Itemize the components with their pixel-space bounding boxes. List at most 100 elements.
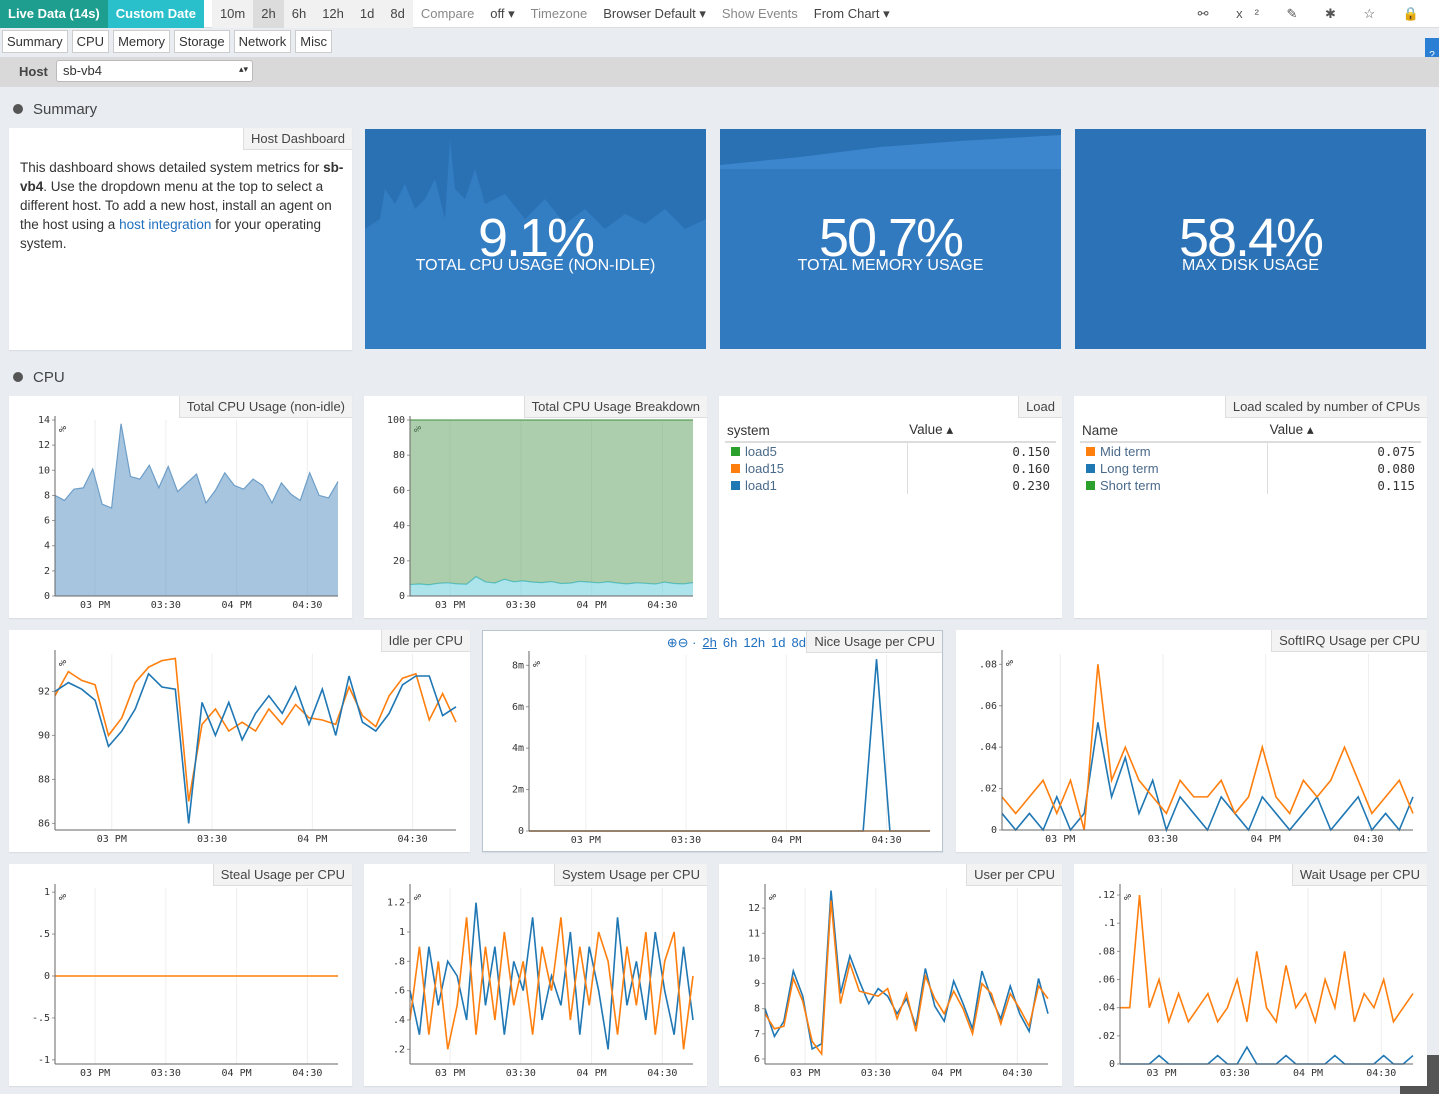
column-header[interactable]: Value ▴ [909,422,954,437]
tab[interactable]: Storage [174,30,230,53]
text: for your operating system. [20,217,321,251]
widget-title: Load [1018,396,1062,418]
y-tick-label: .1 [1103,918,1115,929]
column-header-text: Value [1269,422,1304,437]
chart-widget: Total CPU Usage Breakdown 03 PM 03:30 04 PM… [364,396,707,618]
x-tick-label: 03 PM [80,600,110,611]
zoom-icons[interactable]: ⊕⊖ · [666,635,697,650]
range-link[interactable]: 12h [743,635,766,650]
tool-icons[interactable]: ⚯ x² ✎ ✱ ☆ 🔒 [1197,5,1431,21]
y-tick-label: 0 [518,826,524,837]
series-line [54,657,457,802]
x-tick-label: 03:30 [151,600,181,611]
chart: 03 PM 03:30 04 PM 04:30 0 2m 4m 6m 8m% [512,651,930,846]
legend-swatch [731,481,740,490]
link[interactable]: host integration [119,217,212,232]
compare-off: off [490,5,505,21]
x-tick-label: 03 PM [790,1068,820,1079]
range[interactable]: 10m [211,0,254,28]
row-value: 0.230 [1012,478,1050,493]
y-tick-label: .08 [1097,946,1115,957]
range-link[interactable]: 2h [702,635,717,650]
tabs: Summary CPU Memory Storage Network Misc [0,30,332,53]
table-row: load15 0.160 [725,460,1056,477]
tab[interactable]: Network [233,30,292,53]
y-tick-label: 4 [44,541,50,552]
custom-date[interactable]: Custom Date [107,0,204,28]
range-link[interactable]: 1d [771,635,786,650]
section-header[interactable]: CPU [13,369,65,386]
widget-title: Nice Usage per CPU [806,631,942,653]
x-tick-label: 04 PM [1251,834,1281,845]
host-label: Host [19,64,48,79]
row-name: Mid term [1100,444,1151,459]
chart-widget: Total CPU Usage (non-idle) 03 PM 03:30 04 P… [9,396,352,618]
unit-label: % [58,426,69,432]
from-chart-text: From Chart [813,5,880,21]
live-data[interactable]: Live Data (14s) [0,0,108,28]
legend-swatch [731,447,740,456]
chart-widget: System Usage per CPU 03 PM 03:30 04 PM 04:30… [364,864,707,1086]
range-link[interactable]: 6h [722,635,738,650]
cell: load1 [725,477,908,494]
timezone-value[interactable]: Browser Default ▾ [603,5,706,21]
tab[interactable]: CPU [71,30,110,53]
sparkline [720,129,1061,169]
range[interactable]: 8d [382,0,413,28]
chart-widget: Wait Usage per CPU 03 PM 03:30 04 PM 04:30 0.… [1074,864,1427,1086]
x-tick-label: 04:30 [292,600,322,611]
tab[interactable]: Misc [295,30,332,53]
host-select[interactable]: sb-vb4 ▴▾ [56,60,253,82]
chart: 03 PM 03:30 04 PM 04:30 0 2 4 6 8 10 12 14% [38,415,339,611]
show-events[interactable]: Show Events [721,5,798,21]
range[interactable]: 2h [253,0,284,28]
header-row: Name Value ▴ [1080,420,1421,442]
text: This dashboard shows detailed system met… [20,160,320,175]
chart-widget: Idle per CPU 03 PM 03:30 04 PM 04:30 86 88 90 92… [9,630,470,852]
host-dashboard: Host Dashboard This dashboard shows deta… [9,128,352,350]
section-header[interactable]: Summary [13,101,97,118]
x-tick-label: 03 PM [435,600,465,611]
y-tick-label: .06 [1097,975,1115,986]
sparkline [365,129,706,349]
from-chart[interactable]: From Chart ▾ [813,5,890,21]
range[interactable]: 6h [283,0,315,28]
y-tick-label: 0 [44,591,50,602]
y-tick-label: 6 [44,516,50,527]
host-bar: Host sb-vb4 ▴▾ [0,57,1439,87]
row-name: load1 [745,478,777,493]
y-tick-label: 0 [399,591,405,602]
table: Name Value ▴ Mid term 0.075 Long term 0.080 Sh… [1080,420,1421,494]
y-tick-label: .06 [979,701,997,712]
table-row: load5 0.150 [725,442,1056,460]
y-tick-label: .5 [38,929,50,940]
unit-label: % [532,661,543,667]
text: . Use the dropdown menu at the top to se… [20,179,332,232]
table-row: load1 0.230 [725,477,1056,494]
x-tick-label: 04 PM [297,834,327,845]
x-tick-label: 03 PM [435,1068,465,1079]
range-link[interactable]: 8d [791,635,806,650]
y-tick-label: 88 [38,774,50,785]
y-tick-label: 60 [393,485,405,496]
series-line [54,423,339,509]
cell: Mid term [1080,442,1269,460]
tab[interactable]: Summary [2,30,68,53]
table: system Value ▴ load5 0.150 load15 0.160 load1 0… [725,420,1056,494]
column-header[interactable]: Value ▴ [1269,422,1314,437]
tab[interactable]: Memory [113,30,171,53]
compare-value[interactable]: off ▾ [490,5,515,21]
chart: 03 PM 03:30 04 PM 04:30 -1 -.5 0 .5 1% [32,884,338,1079]
y-tick-label: .2 [393,1044,405,1055]
range[interactable]: 12h [314,0,352,28]
unit-label: % [768,894,779,900]
stat-value: 58.4% [1178,208,1324,268]
section-title: Summary [33,101,98,118]
x-tick-label: 03:30 [671,835,701,846]
x-tick-label: 04:30 [1353,834,1383,845]
y-tick-label: .8 [393,956,405,967]
compare[interactable]: Compare [420,5,475,21]
row-name: Long term [1100,461,1159,476]
y-tick-label: .04 [1097,1003,1115,1014]
range[interactable]: 1d [351,0,383,28]
